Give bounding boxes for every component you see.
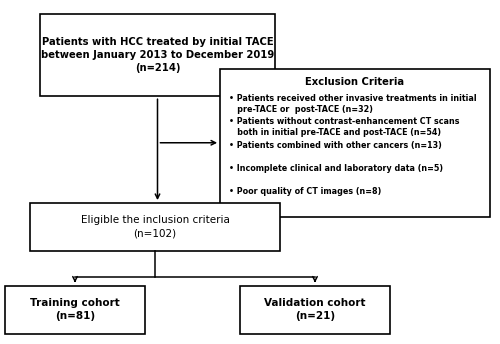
Text: Eligible the inclusion criteria
(n=102): Eligible the inclusion criteria (n=102) bbox=[80, 215, 230, 239]
Text: Exclusion Criteria: Exclusion Criteria bbox=[306, 77, 404, 87]
Bar bbox=[240, 286, 390, 334]
Text: Validation cohort
(n=21): Validation cohort (n=21) bbox=[264, 298, 366, 321]
Text: Training cohort
(n=81): Training cohort (n=81) bbox=[30, 298, 120, 321]
Text: • Patients received other invasive treatments in initial
   pre-TACE or  post-TA: • Patients received other invasive treat… bbox=[229, 94, 476, 114]
Bar bbox=[40, 14, 275, 96]
Text: Patients with HCC treated by initial TACE
between January 2013 to December 2019
: Patients with HCC treated by initial TAC… bbox=[41, 37, 274, 73]
Bar bbox=[220, 69, 490, 217]
Bar bbox=[5, 286, 145, 334]
Text: • Poor quality of CT images (n=8): • Poor quality of CT images (n=8) bbox=[229, 187, 382, 196]
Text: • Patients combined with other cancers (n=13): • Patients combined with other cancers (… bbox=[229, 141, 442, 150]
Text: • Patients without contrast-enhancement CT scans
   both in initial pre-TACE and: • Patients without contrast-enhancement … bbox=[229, 117, 460, 137]
Text: • Incomplete clinical and laboratory data (n=5): • Incomplete clinical and laboratory dat… bbox=[229, 164, 443, 173]
Bar bbox=[30, 203, 280, 251]
